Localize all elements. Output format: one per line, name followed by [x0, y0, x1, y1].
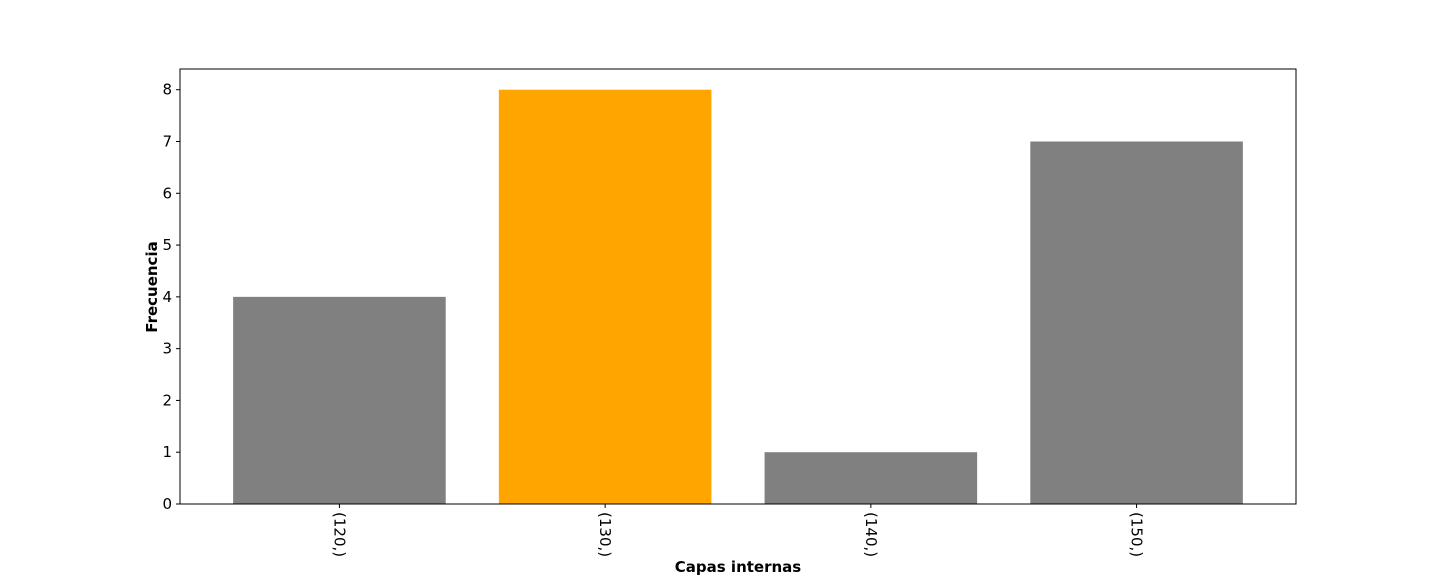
y-tick-label: 0	[162, 495, 172, 513]
y-tick-label: 5	[162, 236, 172, 254]
x-axis-ticks: (120,) (130,) (140,) (150,)	[330, 504, 1146, 557]
x-tick-label: (130,)	[596, 512, 614, 557]
y-tick-label: 1	[162, 443, 172, 461]
x-tick-label: (150,)	[1128, 512, 1146, 557]
bars-group	[233, 89, 1243, 504]
bar-3	[1030, 141, 1243, 504]
y-axis-ticks: 0 1 2 3 4 5 6 7 8	[162, 81, 180, 513]
y-tick-label: 7	[162, 133, 172, 151]
y-axis-label: Frecuencia	[143, 241, 161, 332]
y-tick-label: 4	[162, 288, 172, 306]
bar-0	[233, 296, 446, 504]
plot-frame	[179, 68, 1297, 505]
y-tick-label: 8	[162, 81, 172, 99]
x-axis-label: Capas internas	[675, 558, 802, 576]
y-tick-label: 6	[162, 184, 172, 202]
y-tick-label: 2	[162, 391, 172, 409]
bar-2	[764, 452, 978, 504]
bar-1	[498, 89, 712, 504]
x-tick-label: (140,)	[862, 512, 880, 557]
x-tick-label: (120,)	[330, 512, 348, 557]
y-tick-label: 3	[162, 340, 172, 358]
